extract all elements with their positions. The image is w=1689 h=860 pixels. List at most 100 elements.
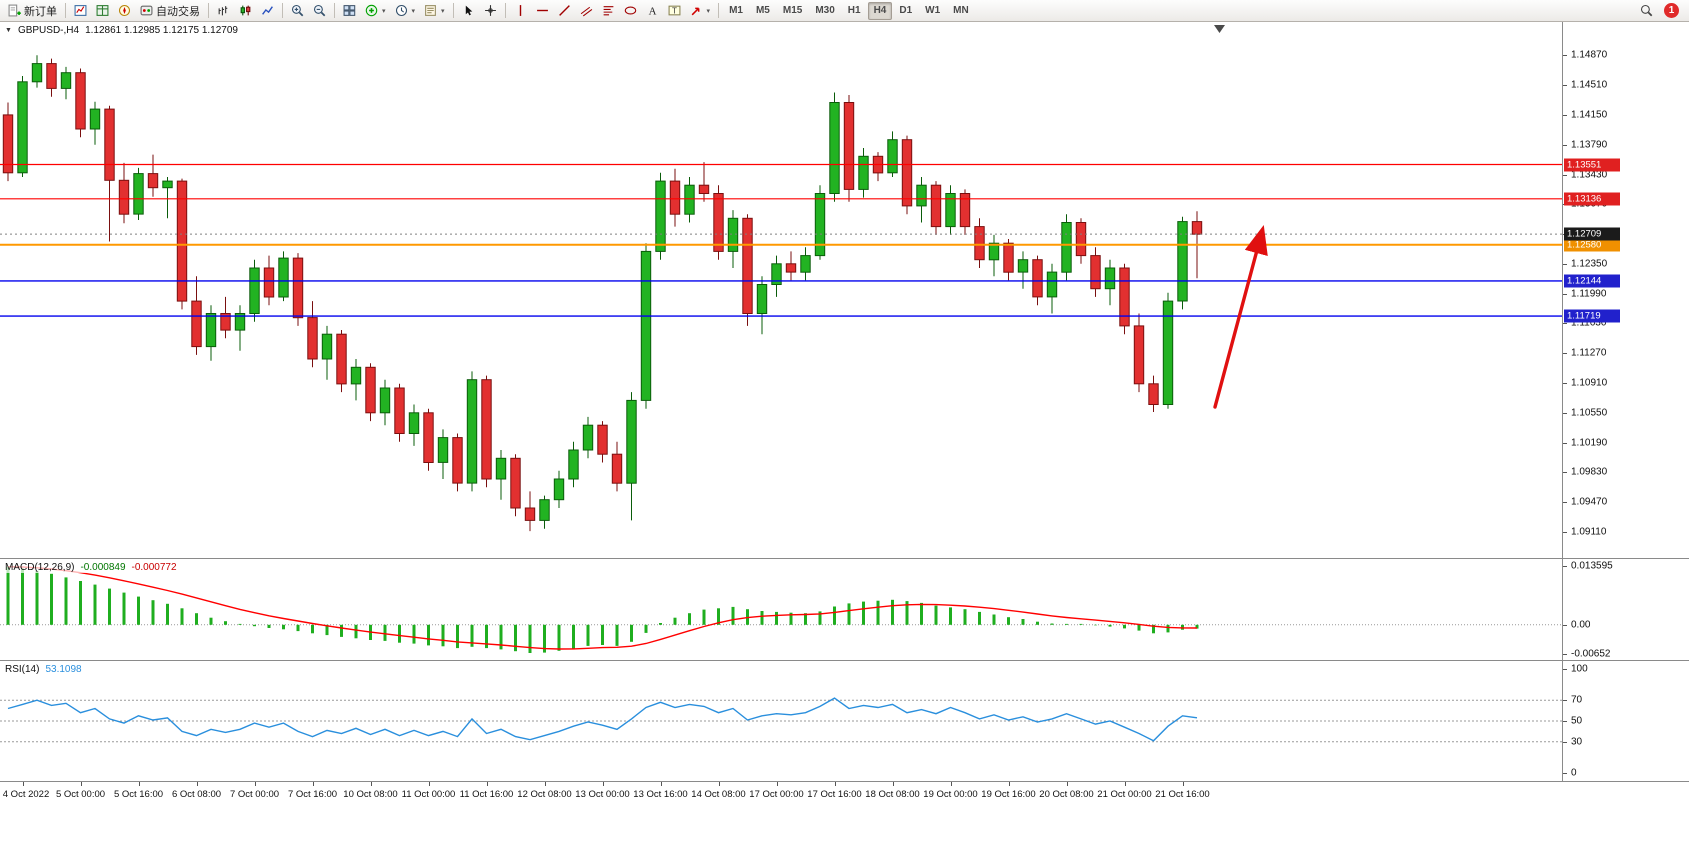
crosshair-button[interactable] xyxy=(480,2,501,20)
shapes-button[interactable] xyxy=(620,2,641,20)
time-tick xyxy=(486,782,488,786)
auto-trading-button[interactable]: 自动交易 xyxy=(136,2,204,20)
toolbar-buttons: 新订单 自动交易 ▾ ▾ ▾ A T ▾ M1 M5 M15 M30 H1 H4 D1 W1 MN xyxy=(4,1,1636,20)
tile-windows-button[interactable] xyxy=(339,2,360,20)
price-scale-label: 1.12350 xyxy=(1571,258,1608,270)
timeframe-m1-button[interactable]: M1 xyxy=(729,5,743,16)
periods-icon xyxy=(395,4,408,17)
chart-shift-marker xyxy=(1214,25,1225,33)
candlestick-icon xyxy=(239,4,252,17)
scale-tick xyxy=(1563,624,1567,626)
horizontal-line-button[interactable] xyxy=(532,2,553,20)
macd-scale[interactable]: 0.013595 0.00 -0.00652 xyxy=(1562,559,1689,660)
periods-button[interactable]: ▾ xyxy=(391,2,420,20)
new-order-button[interactable]: 新订单 xyxy=(4,2,61,20)
market-watch-button[interactable] xyxy=(92,2,113,20)
timeframe-w1-button[interactable]: W1 xyxy=(925,5,941,16)
scale-tick xyxy=(1563,532,1567,533)
scale-tick xyxy=(1563,144,1567,146)
macd-plot[interactable] xyxy=(0,559,1562,660)
text-button[interactable]: A xyxy=(642,2,663,20)
tile-windows-icon xyxy=(343,4,356,17)
timeframe-mn-button[interactable]: MN xyxy=(953,5,969,16)
price-scale-label: 1.14510 xyxy=(1571,79,1608,91)
price-chart-panel: ▼ GBPUSD-,H4 1.12861 1.12985 1.12175 1.1… xyxy=(0,22,1689,558)
zoom-in-button[interactable] xyxy=(287,2,308,20)
templates-icon xyxy=(424,4,437,17)
scale-tick xyxy=(1563,442,1567,444)
time-axis-label: 7 Oct 00:00 xyxy=(229,789,280,800)
time-tick xyxy=(312,782,314,786)
timeframe-d1-button[interactable]: D1 xyxy=(899,5,913,16)
time-axis-label: 11 Oct 00:00 xyxy=(401,789,456,800)
time-tick xyxy=(370,782,372,786)
time-tick xyxy=(834,782,836,786)
scale-tick xyxy=(1563,114,1567,116)
toolbar-separator xyxy=(65,3,66,18)
dropdown-caret-icon: ▾ xyxy=(441,7,445,15)
time-axis-label: 19 Oct 16:00 xyxy=(981,789,1036,800)
vertical-line-icon xyxy=(514,4,527,17)
toolbar-separator xyxy=(334,3,335,18)
chart-menu-icon[interactable]: ▼ xyxy=(5,27,12,34)
time-axis-label: 13 Oct 16:00 xyxy=(633,789,688,800)
rsi-scale[interactable]: 100 70 50 30 0 xyxy=(1562,661,1689,781)
rsi-scale-label: 30 xyxy=(1571,736,1583,748)
time-axis-label: 20 Oct 08:00 xyxy=(1039,789,1094,800)
scale-tick xyxy=(1563,721,1567,722)
time-tick xyxy=(1066,782,1068,786)
notification-badge[interactable]: 1 xyxy=(1664,3,1679,18)
timeframe-h1-button[interactable]: H1 xyxy=(847,5,861,16)
zoom-out-button[interactable] xyxy=(309,2,330,20)
time-tick xyxy=(138,782,140,786)
timeframe-h4-button[interactable]: H4 xyxy=(867,1,893,20)
charts-button[interactable] xyxy=(70,2,91,20)
scale-tick xyxy=(1563,293,1567,295)
level-price-tag: 1.12144 xyxy=(1564,274,1620,288)
toolbar-separator xyxy=(452,3,454,18)
price-chart-plot[interactable] xyxy=(0,22,1562,558)
indicators-button[interactable]: ▾ xyxy=(361,2,390,20)
toolbar-separator xyxy=(208,3,209,18)
time-axis-label: 11 Oct 16:00 xyxy=(459,789,514,800)
line-chart-button[interactable] xyxy=(257,2,278,20)
price-scale[interactable]: 1.148701.145101.141501.137901.134301.130… xyxy=(1562,22,1689,558)
vertical-line-button[interactable] xyxy=(510,2,531,20)
scale-tick xyxy=(1563,383,1567,384)
timeframe-m15-button[interactable]: M15 xyxy=(782,5,803,16)
candlestick-chart-button[interactable] xyxy=(235,2,256,20)
navigator-icon xyxy=(118,4,131,17)
rsi-plot[interactable] xyxy=(0,661,1562,781)
timeframe-m5-button[interactable]: M5 xyxy=(755,5,770,16)
navigator-button[interactable] xyxy=(114,2,135,20)
templates-button[interactable]: ▾ xyxy=(420,2,449,20)
timeframe-m30-button[interactable]: M30 xyxy=(815,5,835,16)
new-order-button-label: 新订单 xyxy=(24,5,57,18)
price-scale-label: 1.14870 xyxy=(1571,49,1608,61)
arrow-tools-button[interactable]: ▾ xyxy=(686,2,715,20)
rsi-scale-label: 100 xyxy=(1571,663,1588,675)
price-scale-label: 1.13790 xyxy=(1571,139,1608,151)
bar-chart-button[interactable] xyxy=(213,2,234,20)
time-axis[interactable]: 4 Oct 2022 5 Oct 00:00 5 Oct 16:00 6 Oct 08… xyxy=(0,781,1689,804)
price-chart-header: ▼ GBPUSD-,H4 1.12861 1.12985 1.12175 1.1… xyxy=(5,25,238,36)
indicators-icon xyxy=(365,4,378,17)
scale-tick xyxy=(1563,174,1567,176)
price-scale-label: 1.11990 xyxy=(1571,288,1607,300)
macd-value-main: -0.000849 xyxy=(80,562,126,573)
search-button[interactable] xyxy=(1636,2,1657,20)
trendline-button[interactable] xyxy=(554,2,575,20)
cursor-button[interactable] xyxy=(458,2,479,20)
time-tick xyxy=(544,782,546,786)
chart-ohlc: 1.12861 1.12985 1.12175 1.12709 xyxy=(85,25,238,36)
channel-button[interactable] xyxy=(576,2,597,20)
charts-icon xyxy=(74,4,87,17)
fibonacci-button[interactable] xyxy=(598,2,619,20)
time-tick xyxy=(1124,782,1126,786)
text-label-button[interactable]: T xyxy=(664,2,685,20)
time-axis-label: 6 Oct 08:00 xyxy=(171,789,222,800)
text-label-icon: T xyxy=(668,4,681,17)
time-axis-label: 5 Oct 00:00 xyxy=(55,789,106,800)
current-price-tag: 1.12709 xyxy=(1564,227,1620,241)
